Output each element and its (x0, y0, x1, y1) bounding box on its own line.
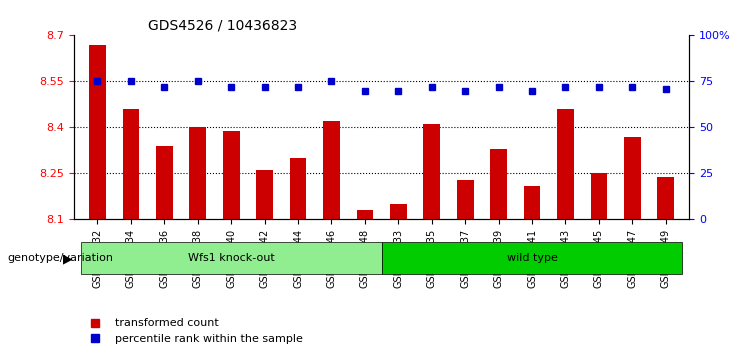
Bar (356, 210, 373, 219)
Bar (190, 127, 206, 219)
Bar (524, 186, 540, 219)
Text: ▶: ▶ (63, 252, 73, 265)
Bar (491, 149, 507, 219)
Bar (323, 121, 340, 219)
Bar (423, 124, 440, 219)
Legend: transformed count, percentile rank within the sample: transformed count, percentile rank withi… (79, 314, 308, 348)
Bar (591, 173, 607, 219)
Text: Wfs1 knock-out: Wfs1 knock-out (187, 253, 275, 263)
Text: genotype/variation: genotype/variation (7, 253, 113, 263)
Bar (557, 109, 574, 219)
Bar (122, 109, 139, 219)
Text: wild type: wild type (507, 253, 557, 263)
Bar (156, 146, 173, 219)
Bar (89, 45, 106, 219)
Bar (390, 204, 407, 219)
Bar (624, 137, 641, 219)
Bar (657, 177, 674, 219)
FancyBboxPatch shape (81, 242, 382, 274)
Bar (290, 158, 307, 219)
Text: GDS4526 / 10436823: GDS4526 / 10436823 (148, 19, 297, 33)
Bar (256, 170, 273, 219)
Bar (223, 131, 239, 219)
Bar (456, 179, 473, 219)
FancyBboxPatch shape (382, 242, 682, 274)
